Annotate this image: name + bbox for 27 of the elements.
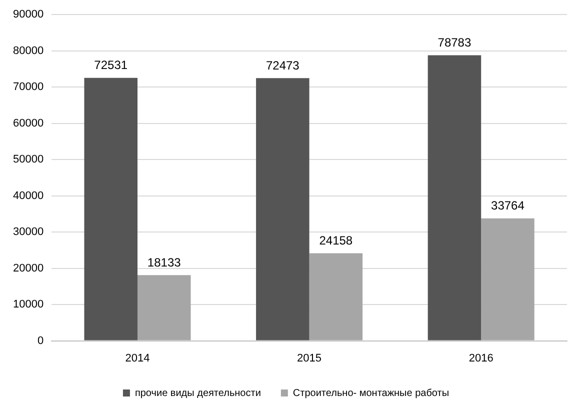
data-label: 18133 [147,255,182,270]
data-label: 78783 [438,36,472,50]
x-tick-label: 2016 [468,352,494,364]
bar [481,218,534,340]
y-tick-label: 0 [37,334,44,347]
x-tick-label: 2015 [297,352,322,364]
bar [428,55,482,340]
y-tick-label: 60000 [12,117,44,130]
legend-label: Строительно- монтажные работы [292,388,450,399]
bar [84,78,138,340]
data-label: 33764 [491,198,525,213]
y-tick-label: 40000 [12,190,44,202]
y-tick-label: 10000 [12,298,44,311]
y-tick-label: 30000 [12,226,44,238]
x-tick-label: 2014 [125,352,150,364]
y-tick-label: 50000 [12,154,44,166]
data-label: 72473 [266,58,300,72]
bar [137,275,191,340]
bar [309,253,363,340]
legend-label: прочие виды деятельности [134,388,261,399]
data-label: 24158 [319,234,353,248]
y-tick-label: 80000 [12,44,44,57]
y-tick-label: 70000 [12,81,44,94]
y-tick-label: 90000 [12,8,44,21]
data-label: 72531 [94,58,128,72]
y-tick-label: 20000 [12,262,44,274]
bar [256,78,310,340]
